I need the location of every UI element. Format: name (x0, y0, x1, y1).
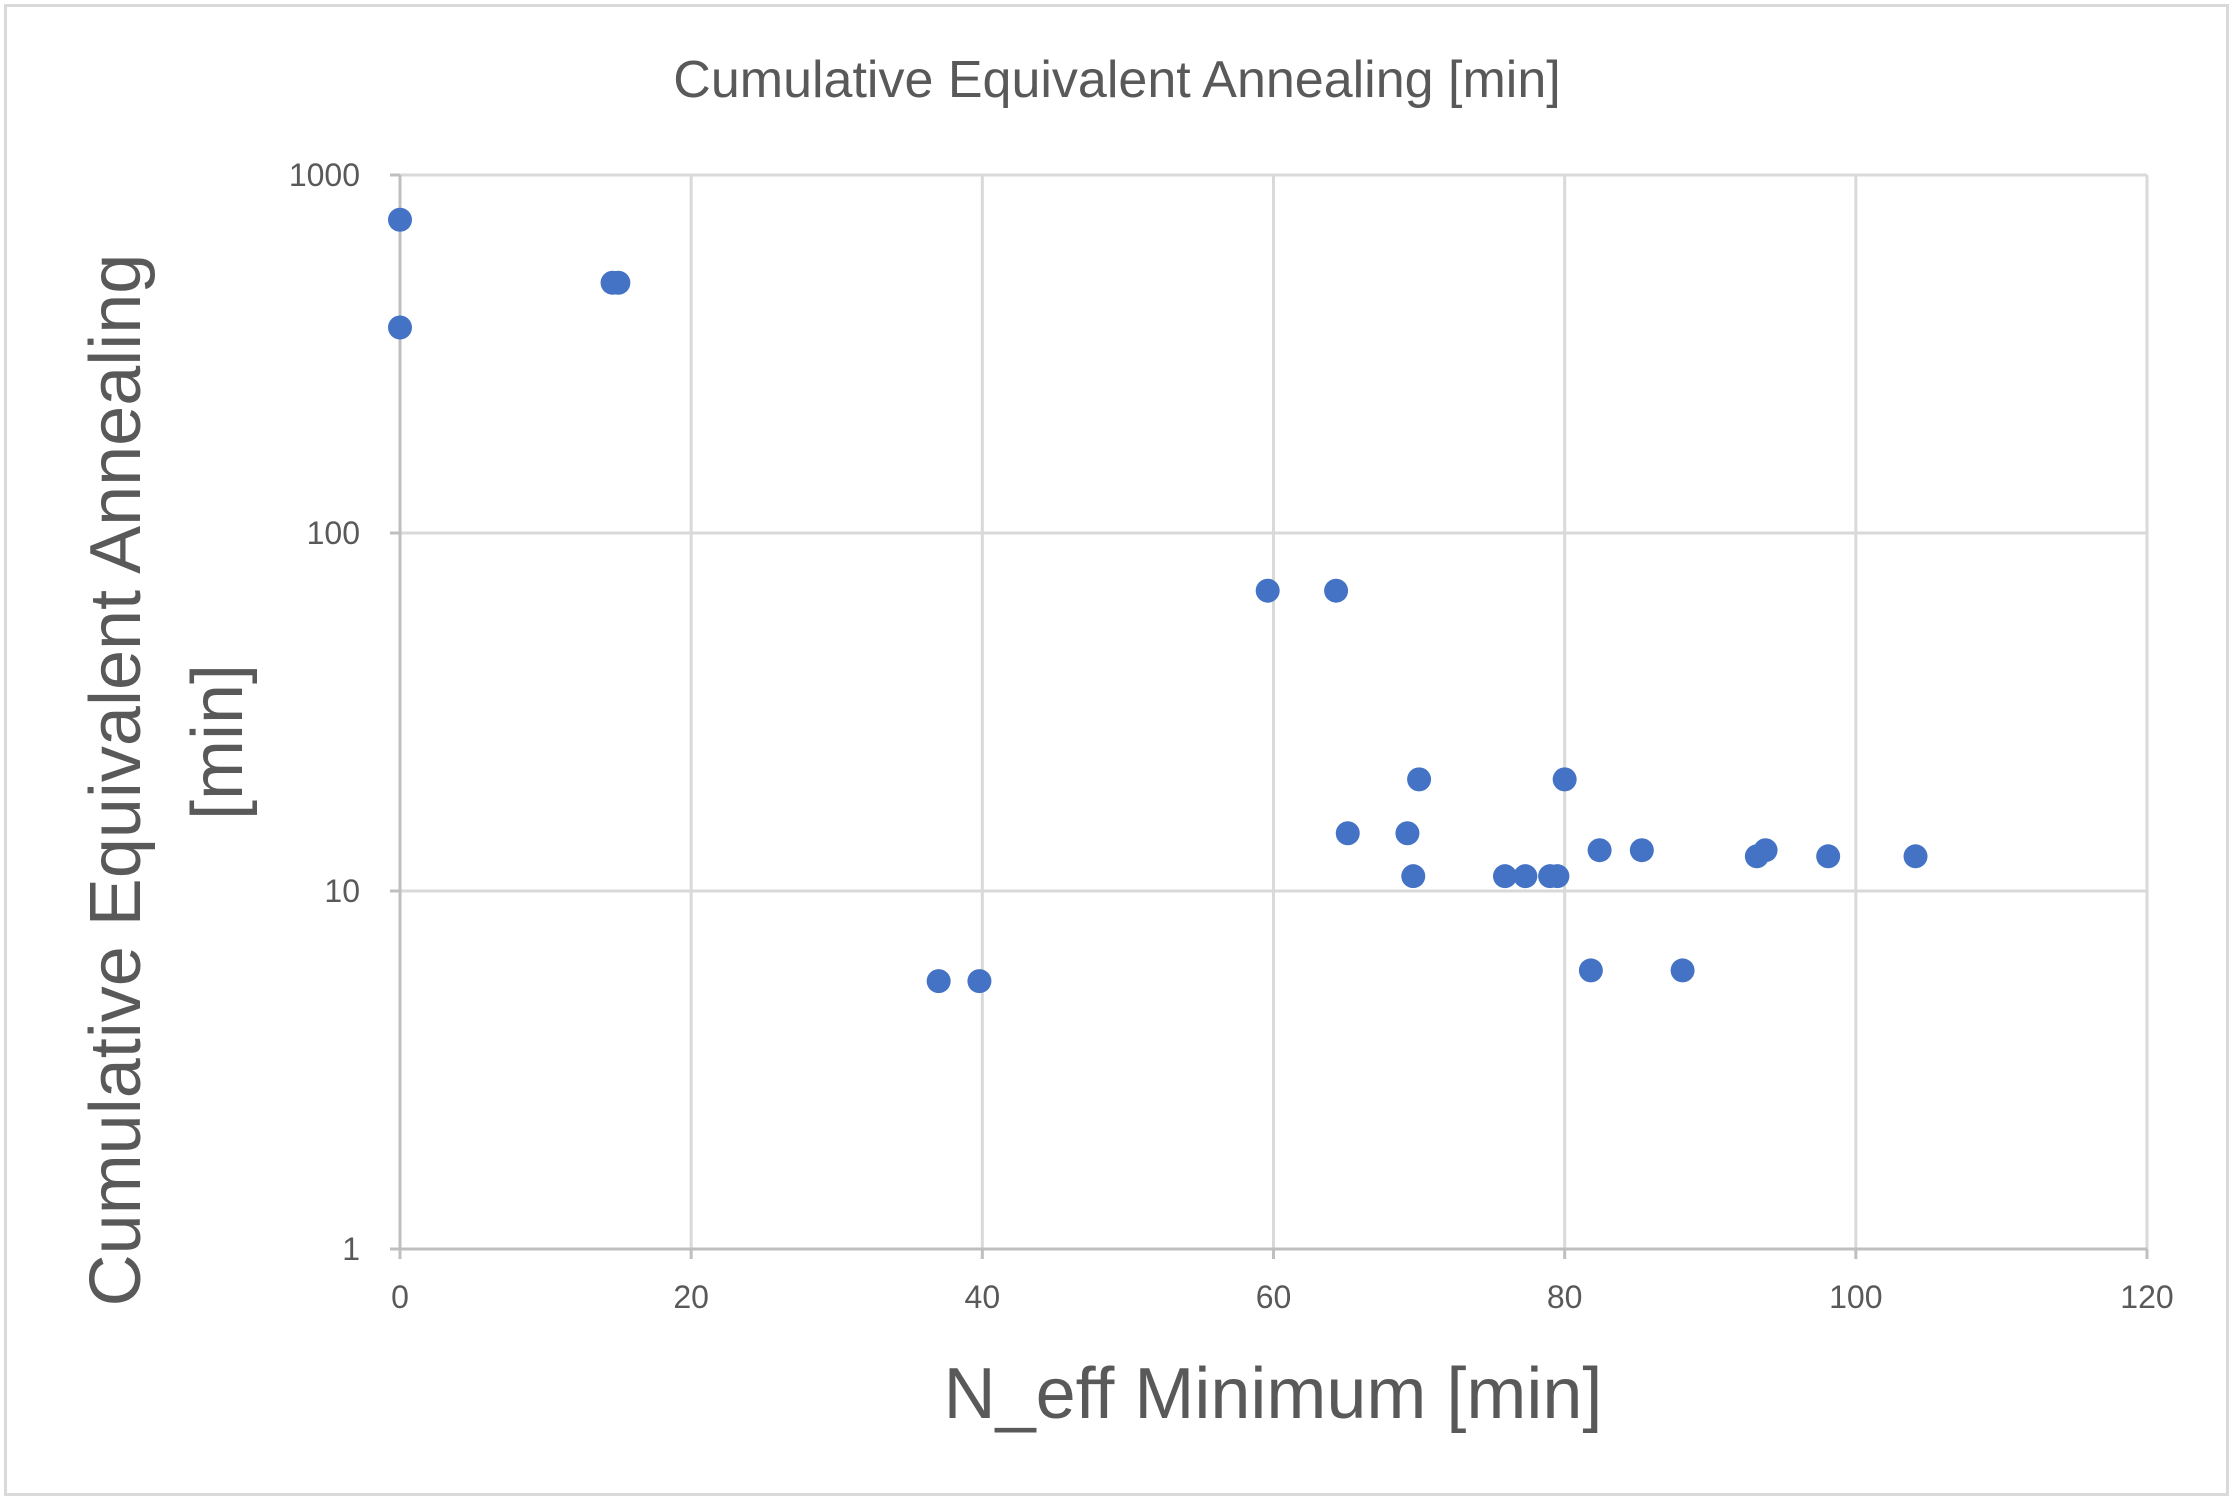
data-point (1552, 767, 1577, 792)
data-point (1587, 838, 1612, 863)
data-point (926, 969, 951, 994)
data-point (1545, 864, 1570, 889)
data-point (1401, 864, 1426, 889)
x-tick-label: 120 (2120, 1279, 2173, 1315)
y-tick-label: 10 (324, 873, 360, 909)
x-tick-label: 40 (965, 1279, 1001, 1315)
x-tick-label: 20 (673, 1279, 709, 1315)
axes (390, 173, 2149, 1259)
y-tick-label: 1000 (289, 157, 360, 193)
chart-title: Cumulative Equivalent Annealing [min] (673, 51, 1560, 109)
data-point (606, 270, 631, 295)
x-tick-label: 100 (1829, 1279, 1882, 1315)
data-point (1578, 958, 1603, 983)
data-points (388, 207, 1928, 994)
y-axis-title-line-2: [min] (178, 664, 258, 820)
y-axis-title-line-1: Cumulative Equivalent Annealing (76, 254, 156, 1307)
x-tick-label: 0 (391, 1279, 409, 1315)
x-tick-label: 80 (1547, 1279, 1583, 1315)
data-point (1407, 767, 1432, 792)
y-tick-label: 1 (342, 1231, 360, 1267)
data-point (388, 315, 412, 340)
data-point (1395, 821, 1420, 846)
data-point (1255, 578, 1280, 603)
data-point (1335, 821, 1360, 846)
x-axis-title: N_eff Minimum [min] (944, 1354, 1603, 1434)
x-tick-label: 60 (1256, 1279, 1292, 1315)
data-point (1753, 838, 1778, 863)
data-point (1629, 838, 1654, 863)
chart-frame (4, 4, 2229, 1496)
y-tick-label: 100 (307, 515, 360, 551)
data-point (967, 969, 992, 994)
data-point (1492, 864, 1517, 889)
data-point (1324, 578, 1349, 603)
grid (400, 173, 2149, 1249)
data-point (1816, 844, 1841, 869)
data-point (1903, 844, 1928, 869)
data-point (1513, 864, 1538, 889)
data-point (1670, 958, 1695, 983)
data-point (388, 207, 412, 232)
